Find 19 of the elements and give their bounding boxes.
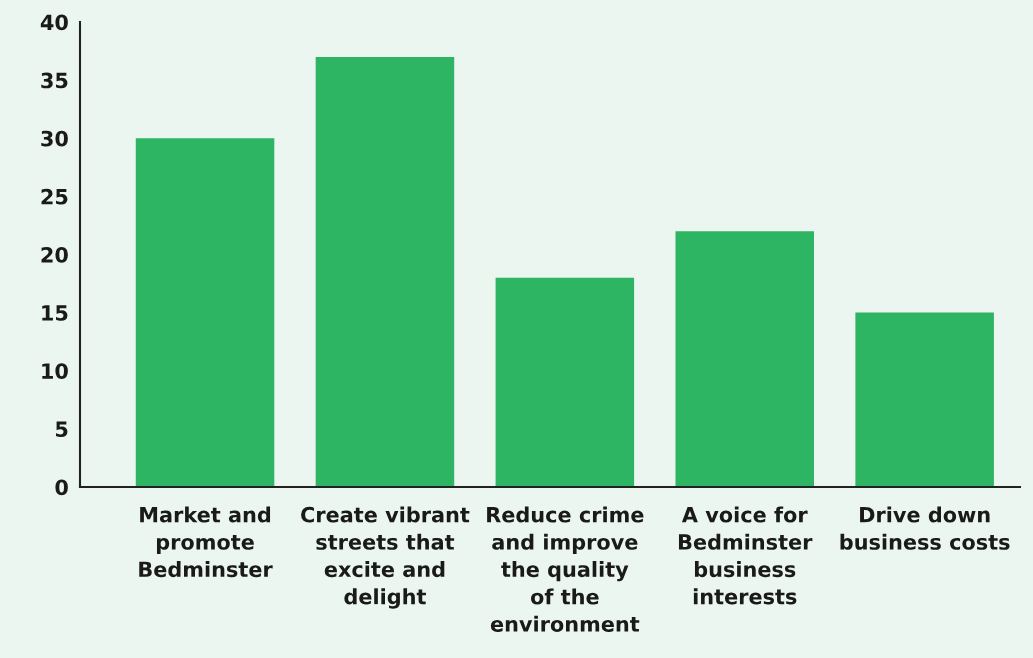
bar (675, 231, 815, 487)
bar (855, 312, 994, 487)
x-tick-label: Reduce crime and improve the quality of the environment (487, 506, 644, 632)
y-tick-label: 0 (55, 479, 68, 496)
y-tick-label: 5 (56, 421, 68, 438)
y-tick-label: 15 (42, 305, 68, 321)
y-tick-label: 10 (42, 363, 68, 379)
y-tick-label: 35 (41, 72, 68, 89)
y-tick-label: 30 (41, 130, 68, 147)
y-tick-label: 20 (41, 246, 68, 263)
y-tick-label: 40 (40, 14, 68, 31)
x-tick-label: Drive down business costs (840, 506, 1010, 550)
y-tick-label: 25 (41, 188, 68, 205)
x-tick-label: A voice for Bedminster business interests (678, 506, 813, 605)
bar (495, 277, 635, 487)
bar (135, 138, 275, 487)
bar (315, 56, 455, 487)
x-tick-label: Market and promote Bedminster (139, 506, 273, 578)
x-tick-label: Create vibrant streets that excite and delight (301, 506, 470, 609)
